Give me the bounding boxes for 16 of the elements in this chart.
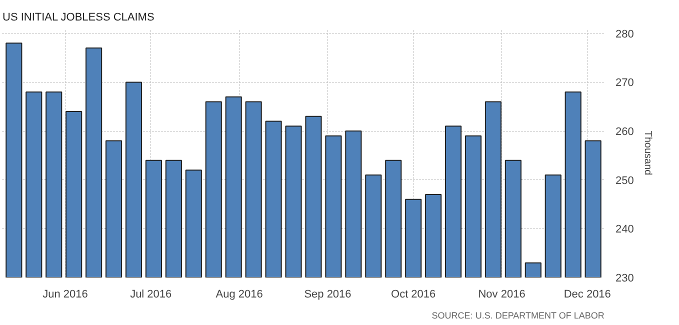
x-tick-label: Oct 2016 <box>391 288 436 300</box>
source-note: SOURCE: U.S. DEPARTMENT OF LABOR <box>432 310 605 320</box>
y-tick-label: 280 <box>616 28 634 40</box>
x-tick-label: Dec 2016 <box>564 288 611 300</box>
y-tick-label: 270 <box>616 77 634 90</box>
x-tick-label: Nov 2016 <box>478 288 526 300</box>
y-tick-label: 230 <box>616 272 634 284</box>
x-tick-label: Jul 2016 <box>130 288 172 300</box>
y-tick-label: 260 <box>616 126 634 138</box>
x-tick-label: Jun 2016 <box>42 288 88 300</box>
x-tick-label: Aug 2016 <box>216 288 263 300</box>
y-tick-label: 240 <box>616 224 634 236</box>
y-axis-title: Thousand <box>642 130 653 176</box>
x-tick-label: Sep 2016 <box>304 288 352 300</box>
y-tick-label: 250 <box>616 174 634 187</box>
chart-title: US INITIAL JOBLESS CLAIMS <box>2 12 154 24</box>
